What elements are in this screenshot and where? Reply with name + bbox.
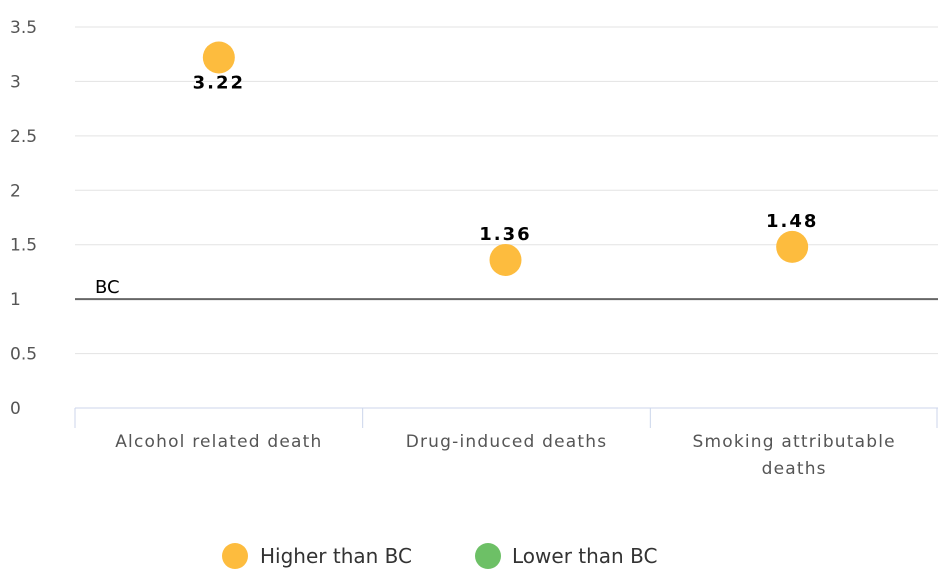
y-tick-label: 1 xyxy=(10,290,21,310)
x-category-label: Drug-induced deaths xyxy=(406,432,608,452)
data-label: 3.22 xyxy=(193,72,245,93)
x-category-label: Smoking attributable xyxy=(692,432,895,452)
legend-marker xyxy=(222,543,248,569)
data-point xyxy=(489,243,522,276)
legend[interactable]: Higher than BC Lower than BC xyxy=(222,543,657,569)
y-axis: 0 0.5 1 1.5 2 2.5 3 3.5 xyxy=(10,18,37,419)
data-label: 1.36 xyxy=(479,224,531,245)
data-point xyxy=(202,41,235,74)
reference-line-label: BC xyxy=(95,277,120,298)
legend-label: Lower than BC xyxy=(512,544,657,568)
x-axis: Alcohol related death Drug-induced deaths… xyxy=(74,407,938,479)
legend-label: Higher than BC xyxy=(260,544,412,568)
y-tick-label: 3.5 xyxy=(10,18,37,38)
x-category-label: Alcohol related death xyxy=(115,432,322,452)
y-tick-label: 0.5 xyxy=(10,345,37,365)
data-label: 1.48 xyxy=(766,211,818,232)
data-points: 3.22 1.36 1.48 xyxy=(193,41,818,276)
y-tick-label: 1.5 xyxy=(10,236,37,256)
y-tick-label: 3 xyxy=(10,72,21,92)
y-tick-label: 0 xyxy=(10,399,21,419)
y-tick-label: 2.5 xyxy=(10,127,37,147)
legend-item[interactable]: Higher than BC xyxy=(222,543,412,569)
reference-line: BC xyxy=(75,277,938,301)
legend-marker xyxy=(475,543,501,569)
y-tick-label: 2 xyxy=(10,181,21,201)
data-point xyxy=(776,230,809,263)
legend-item[interactable]: Lower than BC xyxy=(475,543,657,569)
x-category-label: deaths xyxy=(762,459,827,479)
